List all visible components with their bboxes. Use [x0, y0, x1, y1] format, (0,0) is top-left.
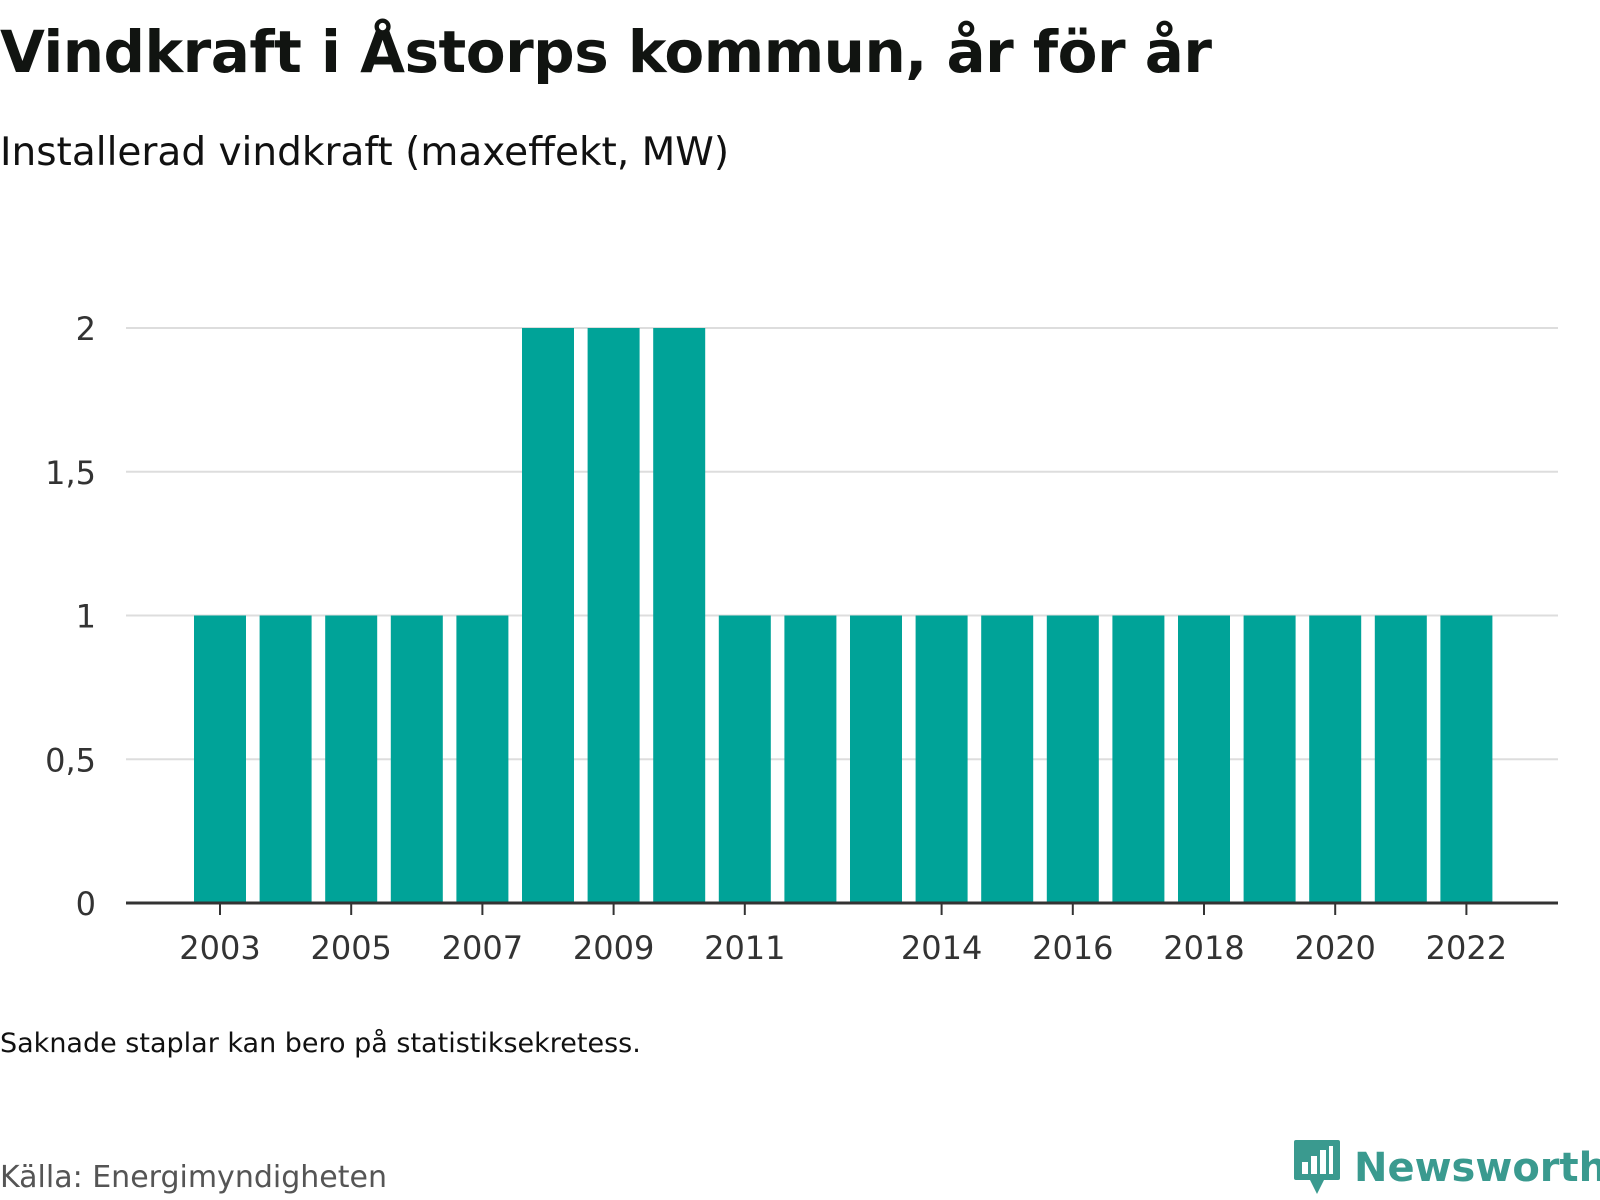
x-tick-label: 2003: [179, 929, 260, 967]
bar-2009: [587, 328, 640, 903]
y-tick-label: 0: [76, 885, 96, 923]
chart-subtitle: Installerad vindkraft (maxeffekt, MW): [0, 130, 730, 175]
bar-2007: [456, 615, 509, 903]
bar-2005: [325, 615, 378, 903]
x-tick-label: 2018: [1163, 929, 1244, 967]
x-tick-label: 2022: [1426, 929, 1507, 967]
bar-2020: [1309, 615, 1362, 903]
bar-2015: [981, 615, 1034, 903]
bar-2003: [194, 615, 246, 903]
bar-2013: [850, 615, 902, 903]
y-tick-label: 1,5: [45, 454, 96, 492]
y-tick-label: 1: [76, 598, 96, 636]
bar-2022: [1440, 615, 1493, 903]
brand-logo: Newsworthy: [1292, 1138, 1600, 1198]
bar-chart: 0 0,5 1 1,5 2 2003 2005 2007 2009 2011 2014 2016 201…: [45, 310, 1558, 967]
bar-2016: [1046, 615, 1099, 903]
x-tick-label: 2020: [1294, 929, 1375, 967]
bar-2012: [784, 615, 837, 903]
x-tick-label: 2011: [704, 929, 785, 967]
x-tick-label: 2005: [310, 929, 391, 967]
footnote: Saknade staplar kan bero på statistiksek…: [0, 1028, 641, 1059]
axes: [126, 901, 1558, 915]
newsworthy-logo-icon: [1294, 1140, 1340, 1194]
bar-2008: [522, 328, 574, 903]
x-tick-label: 2014: [901, 929, 982, 967]
bar-2004: [259, 615, 312, 903]
bar-2019: [1243, 615, 1296, 903]
bar-2017: [1112, 615, 1165, 903]
bar-2014: [915, 615, 968, 903]
y-tick-label: 0,5: [45, 741, 96, 779]
tick-labels: 0 0,5 1 1,5 2 2003 2005 2007 2009 2011 2014 2016 201…: [45, 310, 1507, 967]
bar-2006: [390, 615, 443, 903]
x-tick-label: 2009: [573, 929, 654, 967]
source-credit: Källa: Energimyndigheten: [0, 1160, 387, 1195]
bar-2021: [1374, 615, 1427, 903]
bar-2011: [718, 615, 771, 903]
chart-title: Vindkraft i Åstorps kommun, år för år: [0, 18, 1212, 86]
x-tick-label: 2007: [442, 929, 523, 967]
bar-2010: [653, 328, 706, 903]
x-tick-label: 2016: [1032, 929, 1113, 967]
bars: [194, 328, 1493, 903]
bar-2018: [1178, 615, 1230, 903]
y-tick-label: 2: [76, 310, 96, 348]
brand-name: Newsworthy: [1354, 1145, 1600, 1191]
